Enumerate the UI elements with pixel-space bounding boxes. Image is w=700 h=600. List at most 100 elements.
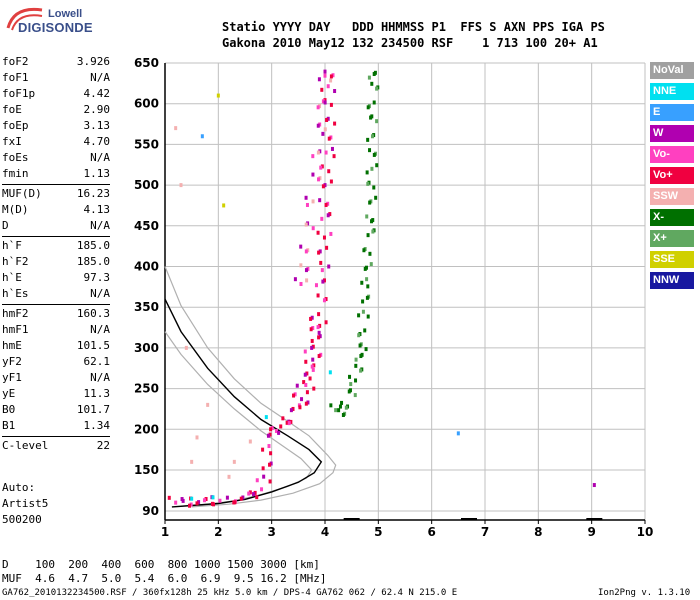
x-tick-label: 4 bbox=[321, 525, 329, 539]
param-value: 4.13 bbox=[83, 203, 111, 216]
x-trace-point bbox=[375, 86, 379, 91]
echo-point bbox=[592, 483, 596, 488]
oblique-trace-point bbox=[305, 202, 309, 207]
distance-row: D 100 200 400 600 800 1000 1500 3000 [km… bbox=[2, 558, 320, 571]
param-row: foEs N/A bbox=[2, 150, 110, 166]
y-tick-label: 90 bbox=[142, 504, 159, 518]
oblique-trace-point bbox=[323, 73, 327, 78]
o-trace-point bbox=[300, 397, 304, 402]
param-name: foE bbox=[2, 103, 22, 116]
x-trace-point bbox=[370, 219, 374, 224]
o-trace-point bbox=[318, 334, 322, 339]
o-trace-point bbox=[189, 502, 193, 507]
param-value: 101.7 bbox=[76, 403, 110, 416]
x-trace-point bbox=[337, 408, 341, 413]
o-trace-point bbox=[202, 498, 206, 503]
param-value: 1.13 bbox=[83, 167, 111, 180]
auto-label: Auto: bbox=[2, 481, 36, 494]
o-trace-point bbox=[319, 260, 323, 265]
y-tick-label: 250 bbox=[134, 382, 159, 396]
param-value: 4.70 bbox=[83, 135, 111, 148]
o-trace-point bbox=[312, 363, 316, 368]
o-trace-point bbox=[279, 424, 283, 429]
x-trace-point bbox=[354, 378, 358, 383]
oblique-trace-point bbox=[316, 105, 320, 110]
o-trace-point bbox=[327, 169, 331, 174]
oblique-trace-point bbox=[304, 222, 308, 227]
o-trace-point bbox=[181, 498, 185, 503]
param-row: C-level 22 bbox=[2, 438, 110, 454]
o-trace-point bbox=[331, 73, 335, 78]
o-trace-point bbox=[314, 283, 318, 288]
legend-entry-vo: Vo+ bbox=[650, 167, 694, 184]
o-trace-point bbox=[269, 461, 273, 466]
o-trace-point bbox=[310, 338, 314, 343]
legend-entry-x: X- bbox=[650, 209, 694, 226]
legend: NoVal NNE E W Vo- Vo+ SSW X- X+ SSE NNW bbox=[650, 62, 694, 293]
o-trace-point bbox=[317, 335, 321, 340]
o-trace-point bbox=[266, 433, 270, 438]
legend-entry-nnw: NNW bbox=[650, 272, 694, 289]
x-trace-point bbox=[366, 284, 370, 289]
o-trace-point bbox=[269, 427, 273, 432]
echo-point bbox=[222, 203, 226, 208]
o-trace-point bbox=[261, 466, 265, 471]
o-trace-point bbox=[311, 367, 315, 372]
x-tick-label: 1 bbox=[161, 525, 169, 539]
o-trace-point bbox=[312, 386, 316, 391]
param-value: 185.0 bbox=[76, 255, 110, 268]
o-trace-point bbox=[309, 316, 313, 321]
param-row: foEp 3.13 bbox=[2, 118, 110, 134]
param-row: D N/A bbox=[2, 218, 110, 234]
echo-point bbox=[190, 496, 194, 501]
o-trace-point bbox=[289, 408, 293, 413]
echo-point bbox=[179, 183, 183, 188]
param-value: 185.0 bbox=[76, 239, 110, 252]
param-name: hmF1 bbox=[2, 323, 29, 336]
param-value: N/A bbox=[90, 151, 110, 164]
auto-code: 500200 bbox=[2, 513, 42, 526]
o-trace-point bbox=[316, 293, 320, 298]
o-trace-point bbox=[321, 279, 325, 284]
o-trace-point bbox=[268, 462, 272, 467]
oblique-trace-point bbox=[323, 127, 327, 132]
x-tick-label: 3 bbox=[267, 525, 275, 539]
o-trace-point bbox=[233, 500, 237, 505]
o-trace-point bbox=[326, 116, 330, 121]
echo-point bbox=[190, 459, 194, 464]
o-trace-point bbox=[316, 230, 320, 235]
x-trace-point bbox=[360, 280, 364, 285]
o-trace-point bbox=[321, 184, 325, 189]
o-trace-point bbox=[204, 497, 208, 502]
y-tick-label: 400 bbox=[134, 260, 159, 274]
x-trace-point bbox=[374, 195, 378, 200]
param-value: 4.42 bbox=[83, 87, 111, 100]
o-trace-point bbox=[197, 500, 201, 505]
echo-point bbox=[328, 370, 332, 375]
o-trace-point bbox=[304, 401, 308, 406]
x-trace-point bbox=[359, 368, 363, 373]
param-name: foF1 bbox=[2, 71, 29, 84]
x-trace-point bbox=[365, 214, 369, 219]
o-trace-point bbox=[332, 154, 336, 159]
echo-point bbox=[195, 435, 199, 440]
o-trace-point bbox=[329, 179, 333, 184]
o-trace-point bbox=[311, 357, 315, 362]
x-trace-point bbox=[358, 343, 362, 348]
o-trace-point bbox=[292, 393, 296, 398]
o-trace-point bbox=[311, 326, 315, 331]
x-trace-point bbox=[353, 393, 357, 398]
x-tick-label: 9 bbox=[587, 525, 595, 539]
o-trace-point bbox=[329, 135, 333, 140]
y-tick-label: 500 bbox=[134, 178, 159, 192]
o-trace-point bbox=[218, 498, 222, 503]
oblique-trace-point bbox=[299, 281, 303, 286]
o-trace-point bbox=[253, 490, 257, 495]
y-tick-label: 150 bbox=[134, 463, 159, 477]
x-trace-point bbox=[363, 266, 367, 271]
o-trace-point bbox=[318, 249, 322, 254]
o-trace-point bbox=[252, 492, 256, 497]
muf-row: MUF 4.6 4.7 5.0 5.4 6.0 6.9 9.5 16.2 [MH… bbox=[2, 572, 327, 585]
legend-entry-sse: SSE bbox=[650, 251, 694, 268]
param-name: D bbox=[2, 219, 9, 232]
